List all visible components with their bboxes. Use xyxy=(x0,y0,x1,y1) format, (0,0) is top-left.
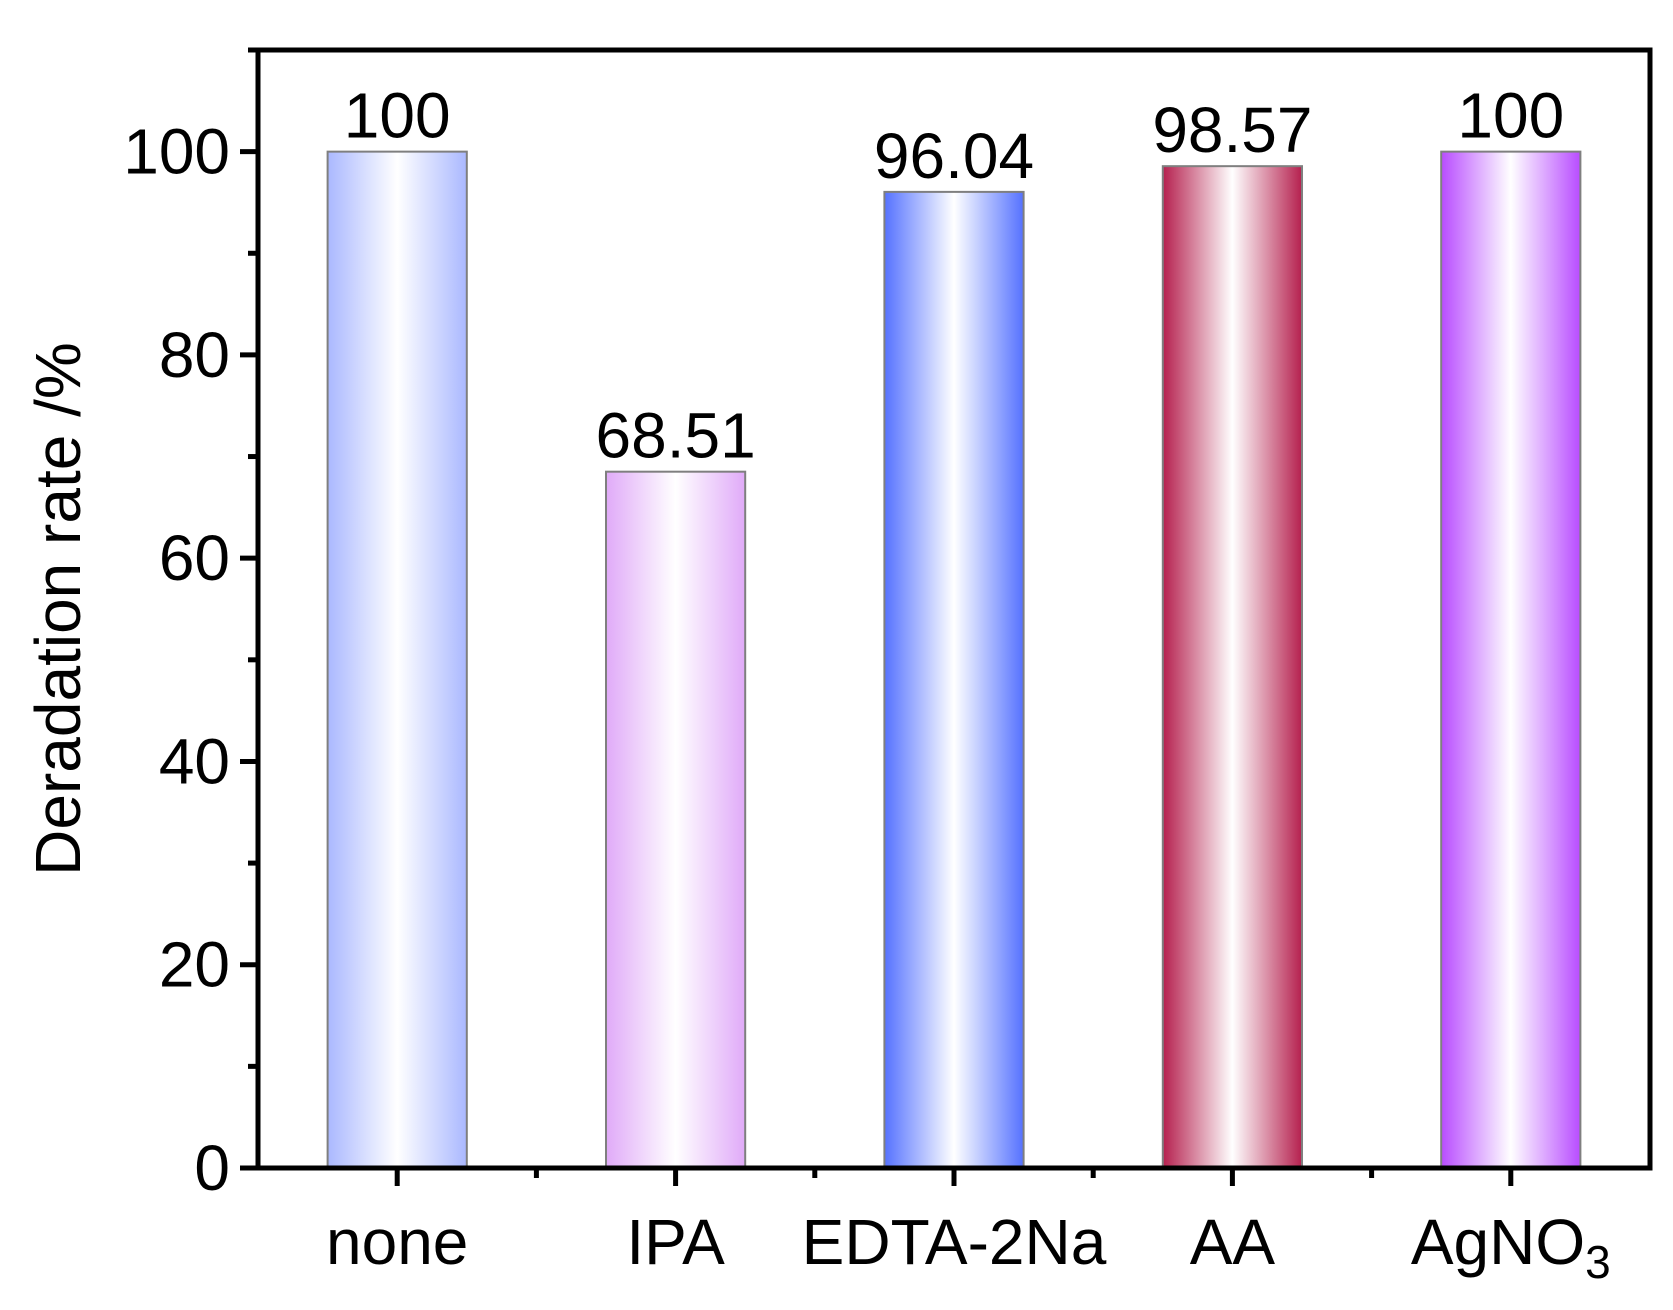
x-tick-label: AgNO3 xyxy=(1411,1206,1611,1288)
y-axis: 0 20 40 60 80 100 xyxy=(123,47,258,1204)
bar-ipa xyxy=(605,470,747,1169)
bar-agno xyxy=(1440,150,1582,1170)
y-tick-label: 100 xyxy=(123,116,230,188)
y-tick-label: 40 xyxy=(159,725,230,797)
y-tick-label: 20 xyxy=(159,929,230,1001)
value-label: 100 xyxy=(1457,80,1564,152)
x-tick-label: EDTA-2Na xyxy=(802,1206,1107,1278)
bars-layer xyxy=(326,150,1582,1170)
value-label: 68.51 xyxy=(596,400,756,472)
y-tick-label: 80 xyxy=(159,319,230,391)
x-tick-label: none xyxy=(326,1206,468,1278)
y-tick-label: 60 xyxy=(159,522,230,594)
value-labels-layer: 100 68.51 96.04 98.57 100 xyxy=(344,80,1564,472)
bar-none xyxy=(326,150,468,1170)
y-axis-title: Deradation rate /% xyxy=(22,342,94,876)
value-label: 100 xyxy=(344,80,451,152)
x-tick-label: IPA xyxy=(626,1206,725,1278)
x-axis: none IPA EDTA-2Na AA AgNO3 xyxy=(326,1168,1611,1288)
bar-edta-2na xyxy=(883,190,1025,1170)
value-label: 98.57 xyxy=(1152,94,1312,166)
x-tick-label-subscript: 3 xyxy=(1585,1236,1611,1288)
y-tick-label: 0 xyxy=(194,1132,230,1204)
x-tick-label: AA xyxy=(1190,1206,1276,1278)
value-label: 96.04 xyxy=(874,120,1034,192)
bar-aa xyxy=(1161,165,1304,1170)
